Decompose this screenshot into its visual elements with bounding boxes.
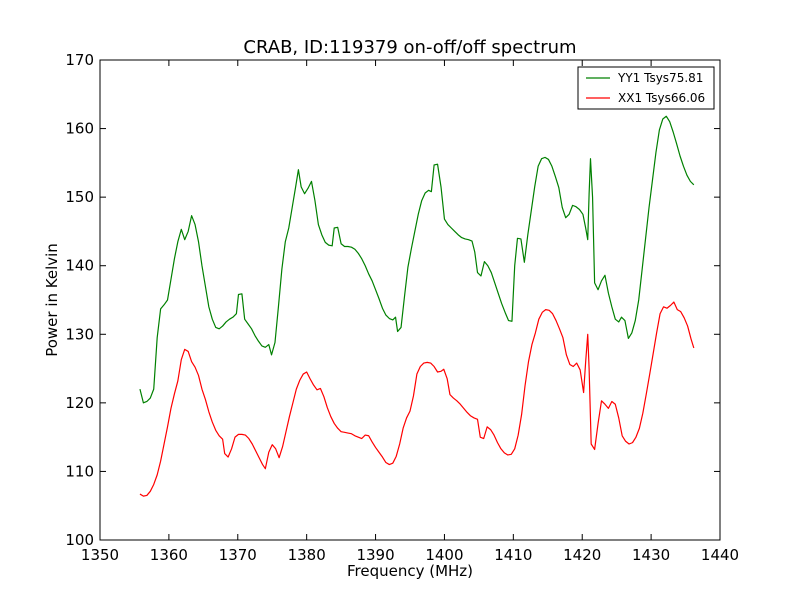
x-tick-label: 1390	[356, 546, 394, 564]
legend-label-1: YY1 Tsys75.81	[617, 71, 703, 85]
series-line-1	[139, 115, 695, 404]
x-tick-label: 1420	[563, 546, 601, 564]
x-tick-label: 1440	[701, 546, 739, 564]
x-tick-label: 1350	[81, 546, 119, 564]
series-layer	[139, 115, 695, 497]
plot-frame	[99, 59, 721, 541]
x-tick-label: 1430	[632, 546, 670, 564]
y-tick-label: 120	[65, 394, 94, 412]
x-tick-label: 1400	[425, 546, 463, 564]
x-tick-label: 1410	[494, 546, 532, 564]
y-axis-label: Power in Kelvin	[43, 243, 61, 357]
x-tick-label: 1370	[219, 546, 257, 564]
x-tick-label: 1380	[288, 546, 326, 564]
series-line-2	[139, 301, 695, 497]
x-axis-label: Frequency (MHz)	[347, 562, 473, 580]
y-tick-label: 130	[65, 325, 94, 343]
y-tick-label: 170	[65, 51, 94, 69]
y-tick-label: 140	[65, 257, 94, 275]
legend-label-2: XX1 Tsys66.06	[618, 91, 705, 105]
legend-box	[577, 66, 715, 110]
chart-title: CRAB, ID:119379 on-off/off spectrum	[243, 37, 576, 58]
ticks-layer: 1350 1360 1370 1380 1390 1400 1410 1420 1430 1440…	[65, 51, 739, 564]
y-tick-label: 110	[65, 462, 94, 480]
y-tick-label: 100	[65, 531, 94, 549]
y-tick-label: 150	[65, 188, 94, 206]
x-tick-label: 1360	[150, 546, 188, 564]
legend: YY1 Tsys75.81 XX1 Tsys66.06	[577, 66, 715, 110]
y-tick-label: 160	[65, 120, 94, 138]
